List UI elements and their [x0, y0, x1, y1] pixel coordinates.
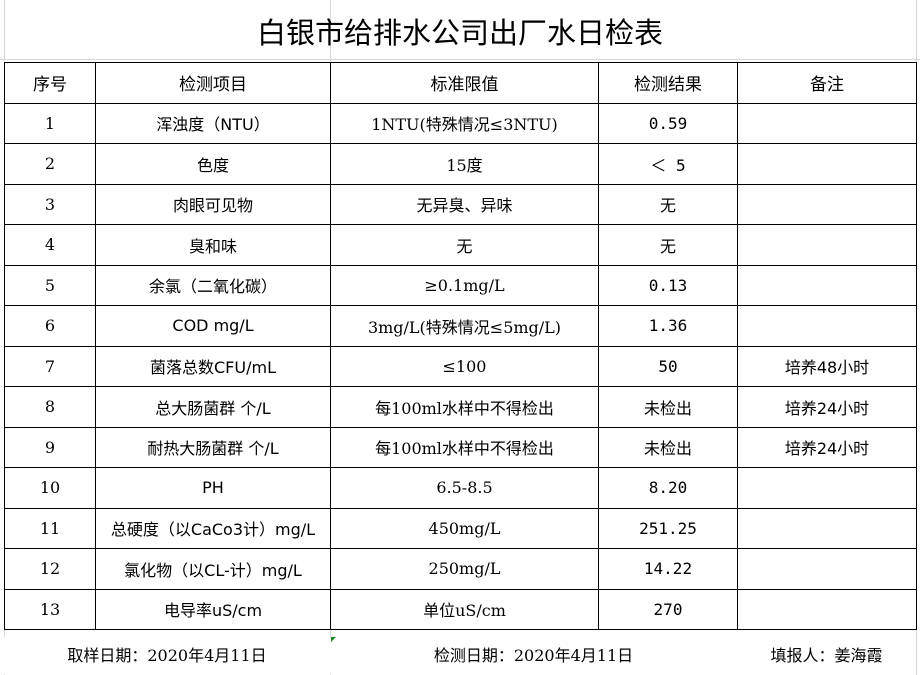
cell-comment-marker-icon	[331, 637, 336, 642]
test-item-cell[interactable]: COD mg/L	[95, 305, 331, 347]
test-item-cell[interactable]: 臭和味	[95, 224, 331, 266]
header-cell[interactable]: 检测结果	[598, 62, 738, 104]
test-result-cell[interactable]: 270	[598, 588, 738, 630]
test-result-cell[interactable]: 251.25	[598, 507, 738, 549]
table-row: 10 PH 6.5-8.5 8.20	[4, 467, 917, 509]
test-result-cell[interactable]: 无	[598, 183, 738, 225]
remark-cell[interactable]: 培养24小时	[737, 426, 917, 468]
test-result-cell[interactable]: 14.22	[598, 548, 738, 590]
remark-cell[interactable]	[737, 548, 917, 590]
remark-cell[interactable]	[737, 143, 917, 185]
standard-limit-cell[interactable]: 450mg/L	[330, 507, 599, 549]
standard-limit-cell[interactable]: 每100ml水样中不得检出	[330, 386, 599, 428]
table-row: 6 COD mg/L 3mg/L(特殊情况≤5mg/L) 1.36	[4, 305, 917, 347]
standard-limit-cell[interactable]: 6.5-8.5	[330, 467, 599, 509]
test-result-cell[interactable]: ＜ 5	[598, 143, 738, 185]
remark-cell[interactable]	[737, 507, 917, 549]
table-row: 8 总大肠菌群 个/L 每100ml水样中不得检出 未检出 培养24小时	[4, 386, 917, 428]
test-result-cell[interactable]: 未检出	[598, 386, 738, 428]
row-number-cell[interactable]: 1	[4, 102, 96, 144]
table-row: 12 氯化物（以CL-计）mg/L 250mg/L 14.22	[4, 548, 917, 590]
header-cell[interactable]: 标准限值	[330, 62, 599, 104]
remark-cell[interactable]	[737, 224, 917, 266]
test-item-cell[interactable]: 肉眼可见物	[95, 183, 331, 225]
standard-limit-cell[interactable]: 15度	[330, 143, 599, 185]
test-item-cell[interactable]: 浑浊度（NTU）	[95, 102, 331, 144]
header-cell[interactable]: 序号	[4, 62, 96, 104]
table-row: 1 浑浊度（NTU） 1NTU(特殊情况≤3NTU) 0.59	[4, 102, 917, 144]
table-row: 13 电导率uS/cm 单位uS/cm 270	[4, 588, 917, 630]
standard-limit-cell[interactable]: 无异臭、异味	[330, 183, 599, 225]
standard-limit-cell[interactable]: 每100ml水样中不得检出	[330, 426, 599, 468]
test-date[interactable]: 检测日期：2020年4月11日	[330, 638, 737, 674]
test-item-cell[interactable]: 氯化物（以CL-计）mg/L	[95, 548, 331, 590]
table-row: 9 耐热大肠菌群 个/L 每100ml水样中不得检出 未检出 培养24小时	[4, 426, 917, 468]
gridline	[0, 59, 920, 60]
test-item-cell[interactable]: 余氯（二氧化碳）	[95, 264, 331, 306]
standard-limit-cell[interactable]: 无	[330, 224, 599, 266]
test-item-cell[interactable]: 菌落总数CFU/mL	[95, 345, 331, 387]
row-number-cell[interactable]: 7	[4, 345, 96, 387]
sheet-title: 白银市给排水公司出厂水日检表	[256, 16, 663, 50]
test-result-cell[interactable]: 8.20	[598, 467, 738, 509]
remark-cell[interactable]	[737, 183, 917, 225]
table-row: 7 菌落总数CFU/mL ≤100 50 培养48小时	[4, 345, 917, 387]
header-row: 序号 检测项目 标准限值 检测结果 备注	[4, 62, 917, 104]
standard-limit-cell[interactable]: ≤100	[330, 345, 599, 387]
row-number-cell[interactable]: 2	[4, 143, 96, 185]
test-item-cell[interactable]: 总大肠菌群 个/L	[95, 386, 331, 428]
standard-limit-cell[interactable]: 3mg/L(特殊情况≤5mg/L)	[330, 305, 599, 347]
standard-limit-cell[interactable]: 250mg/L	[330, 548, 599, 590]
row-number-cell[interactable]: 6	[4, 305, 96, 347]
table-row: 2 色度 15度＜ 5	[4, 143, 917, 185]
inspection-table: 序号 检测项目 标准限值 检测结果 备注 1 浑浊度（NTU） 1NTU(特殊情况≤…	[4, 62, 917, 630]
row-number-cell[interactable]: 8	[4, 386, 96, 428]
test-result-cell[interactable]: 50	[598, 345, 738, 387]
test-item-cell[interactable]: 耐热大肠菌群 个/L	[95, 426, 331, 468]
row-number-cell[interactable]: 10	[4, 467, 96, 509]
test-result-cell[interactable]: 0.13	[598, 264, 738, 306]
header-cell[interactable]: 检测项目	[95, 62, 331, 104]
table-row: 5 余氯（二氧化碳） ≥0.1mg/L 0.13	[4, 264, 917, 306]
remark-cell[interactable]	[737, 264, 917, 306]
test-item-cell[interactable]: 电导率uS/cm	[95, 588, 331, 630]
row-number-cell[interactable]: 9	[4, 426, 96, 468]
remark-cell[interactable]: 培养48小时	[737, 345, 917, 387]
standard-limit-cell[interactable]: 单位uS/cm	[330, 588, 599, 630]
remark-cell[interactable]	[737, 588, 917, 630]
row-number-cell[interactable]: 12	[4, 548, 96, 590]
row-number-cell[interactable]: 13	[4, 588, 96, 630]
row-number-cell[interactable]: 11	[4, 507, 96, 549]
row-number-cell[interactable]: 4	[4, 224, 96, 266]
remark-cell[interactable]	[737, 305, 917, 347]
header-cell[interactable]: 备注	[737, 62, 917, 104]
remark-cell[interactable]	[737, 467, 917, 509]
row-number-cell[interactable]: 5	[4, 264, 96, 306]
test-item-cell[interactable]: 总硬度（以CaCo3计）mg/L	[95, 507, 331, 549]
standard-limit-cell[interactable]: 1NTU(特殊情况≤3NTU)	[330, 102, 599, 144]
row-number-cell[interactable]: 3	[4, 183, 96, 225]
test-result-cell[interactable]: 无	[598, 224, 738, 266]
test-result-cell[interactable]: 未检出	[598, 426, 738, 468]
reporter[interactable]: 填报人：姜海霞	[737, 638, 916, 674]
test-item-cell[interactable]: PH	[95, 467, 331, 509]
test-item-cell[interactable]: 色度	[95, 143, 331, 185]
sampling-date[interactable]: 取样日期：2020年4月11日	[4, 638, 330, 674]
test-result-cell[interactable]: 1.36	[598, 305, 738, 347]
table-row: 4 臭和味无无	[4, 224, 917, 266]
standard-limit-cell[interactable]: ≥0.1mg/L	[330, 264, 599, 306]
remark-cell[interactable]	[737, 102, 917, 144]
table-row: 3 肉眼可见物 无异臭、异味无	[4, 183, 917, 225]
remark-cell[interactable]: 培养24小时	[737, 386, 917, 428]
test-result-cell[interactable]: 0.59	[598, 102, 738, 144]
table-row: 11 总硬度（以CaCo3计）mg/L 450mg/L 251.25	[4, 507, 917, 549]
